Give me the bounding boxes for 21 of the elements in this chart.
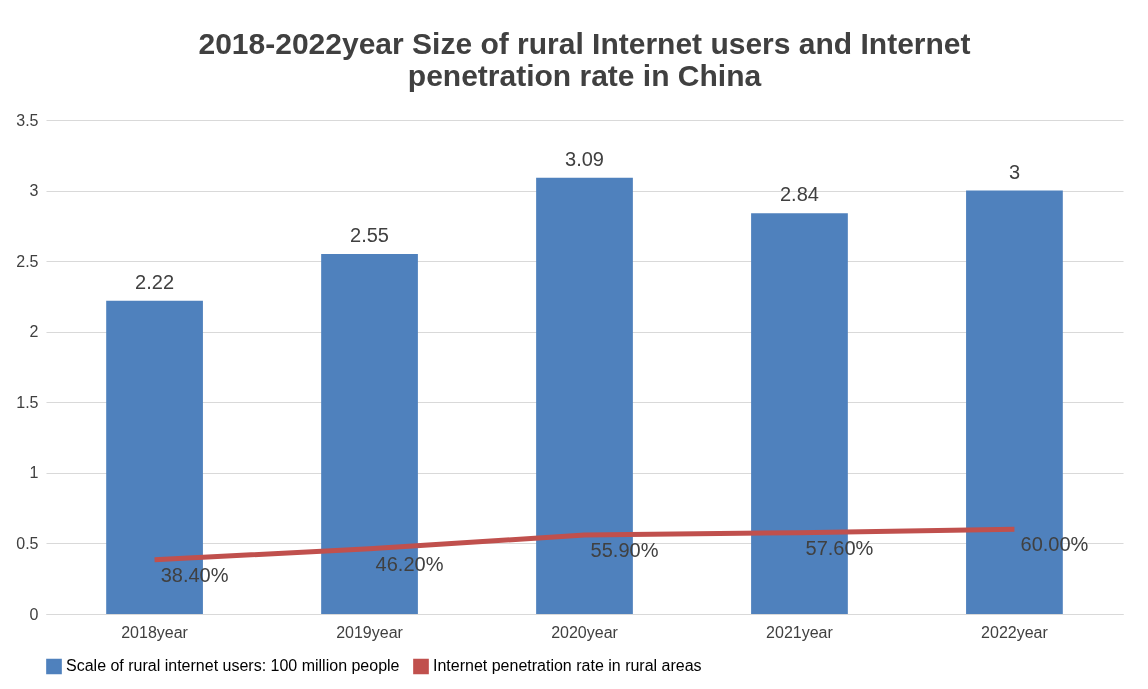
legend-label: Scale of rural internet users: 100 million people xyxy=(66,657,400,675)
legend-label: Internet penetration rate in rural areas xyxy=(433,657,702,675)
y-tick-label: 3.5 xyxy=(16,111,39,129)
x-tick-label: 2018year xyxy=(121,623,189,641)
y-tick-label: 0 xyxy=(29,605,39,623)
x-tick-label: 2019year xyxy=(336,623,404,641)
chart-title: 2018-2022year Size of rural Internet users and Internet penetration rate in China xyxy=(198,27,971,92)
x-tick-label: 2021year xyxy=(766,623,834,641)
data-label: 2.55 xyxy=(350,224,389,247)
data-label: 3.09 xyxy=(565,147,604,170)
y-tick-label: 1.5 xyxy=(16,393,39,411)
y-tick-label: 0.5 xyxy=(16,534,39,552)
data-label: 2.84 xyxy=(780,183,819,206)
y-tick-label: 2 xyxy=(29,323,39,341)
data-label: 2.22 xyxy=(135,270,175,293)
x-tick-label: 2022year xyxy=(981,623,1049,641)
y-tick-label: 2.5 xyxy=(16,252,39,270)
data-label: 3 xyxy=(1008,160,1020,183)
x-tick-label: 2020year xyxy=(551,623,619,641)
y-tick-label: 1 xyxy=(29,464,39,482)
y-tick-label: 3 xyxy=(29,182,39,200)
